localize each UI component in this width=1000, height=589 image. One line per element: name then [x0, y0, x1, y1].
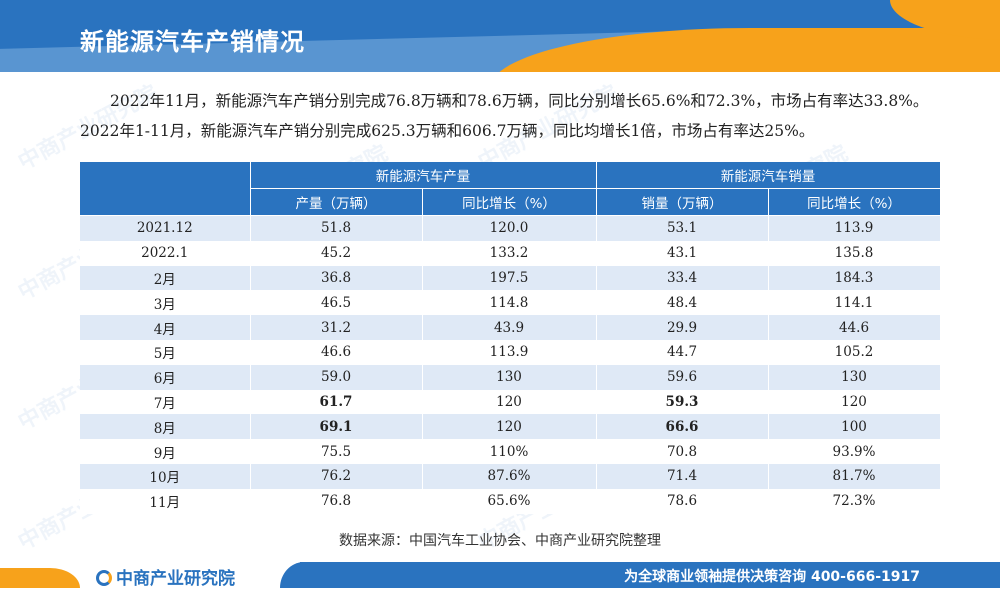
table-row: 8月 69.1 120 66.6 100: [80, 414, 941, 440]
table-header-blank: [80, 162, 251, 216]
cell-month: 10月: [80, 463, 251, 489]
production-sales-table: 新能源汽车产量 新能源汽车销量 产量（万辆） 同比增长（%） 销量（万辆） 同比…: [80, 162, 941, 514]
cell-sales: 53.1: [596, 215, 769, 241]
col-header-production-growth: 同比增长（%）: [422, 188, 597, 216]
cell-month: 2月: [80, 265, 251, 291]
footer-bar: 中商产业研究院 为全球商业领袖提供决策咨询 400-666-1917: [0, 562, 1000, 589]
cell-month: 9月: [80, 439, 251, 464]
cell-production-growth: 130: [422, 364, 597, 390]
cell-sales: 33.4: [596, 265, 769, 291]
cell-production-growth: 197.5: [422, 265, 597, 291]
cell-month: 5月: [80, 339, 251, 365]
page-title: 新能源汽车产销情况: [80, 28, 305, 56]
table-row: 2022.1 45.2 133.2 43.1 135.8: [80, 240, 941, 266]
cell-production: 69.1: [250, 414, 423, 440]
cell-sales: 48.4: [596, 290, 769, 316]
footer-logo-text: 中商产业研究院: [116, 569, 235, 589]
cell-production: 51.8: [250, 215, 423, 241]
cell-production: 46.6: [250, 339, 423, 365]
cell-sales: 71.4: [596, 463, 769, 489]
col-header-production: 产量（万辆）: [250, 188, 423, 216]
cell-month: 2021.12: [80, 215, 251, 241]
cell-sales: 44.7: [596, 339, 769, 365]
cell-sales-growth: 72.3%: [768, 488, 941, 514]
cell-production: 31.2: [250, 315, 423, 340]
cell-sales: 66.6: [596, 414, 769, 440]
table-row: 7月 61.7 120 59.3 120: [80, 389, 941, 415]
cell-sales: 43.1: [596, 240, 769, 266]
cell-production-growth: 114.8: [422, 290, 597, 316]
cell-production-growth: 120: [422, 414, 597, 440]
cell-sales: 78.6: [596, 488, 769, 514]
cell-production-growth: 110%: [422, 439, 597, 464]
cell-sales-growth: 130: [768, 364, 941, 390]
cell-sales-growth: 81.7%: [768, 463, 941, 489]
cell-production: 46.5: [250, 290, 423, 316]
header-banner: 新能源汽车产销情况: [0, 0, 1000, 72]
cell-production: 76.8: [250, 488, 423, 514]
table-group-header-row: 新能源汽车产量 新能源汽车销量: [80, 162, 941, 216]
cell-production: 75.5: [250, 439, 423, 464]
col-header-sales-growth: 同比增长（%）: [768, 188, 941, 216]
cell-production-growth: 65.6%: [422, 488, 597, 514]
table-row: 4月 31.2 43.9 29.9 44.6: [80, 315, 941, 340]
cell-production-growth: 43.9: [422, 315, 597, 340]
col-header-sales: 销量（万辆）: [596, 188, 769, 216]
group-header-production: 新能源汽车产量: [250, 162, 597, 189]
table-row: 2月 36.8 197.5 33.4 184.3: [80, 265, 941, 291]
cell-month: 4月: [80, 315, 251, 340]
cell-month: 8月: [80, 414, 251, 440]
cell-sales-growth: 93.9%: [768, 439, 941, 464]
table-row: 5月 46.6 113.9 44.7 105.2: [80, 339, 941, 365]
table-sub-header-row: 产量（万辆） 同比增长（%） 销量（万辆） 同比增长（%）: [80, 188, 941, 216]
cell-sales: 59.3: [596, 389, 769, 415]
cell-sales-growth: 105.2: [768, 339, 941, 365]
cell-month: 11月: [80, 488, 251, 514]
table-row: 2021.12 51.8 120.0 53.1 113.9: [80, 215, 941, 241]
footer-blue-band: [280, 562, 1000, 588]
table-row: 3月 46.5 114.8 48.4 114.1: [80, 290, 941, 316]
footer-logo: 中商产业研究院: [96, 564, 235, 589]
cell-production: 59.0: [250, 364, 423, 390]
cell-production-growth: 87.6%: [422, 463, 597, 489]
cell-sales-growth: 114.1: [768, 290, 941, 316]
cell-production: 76.2: [250, 463, 423, 489]
footer-slogan: 为全球商业领袖提供决策咨询 400-666-1917: [624, 569, 920, 585]
cell-production-growth: 113.9: [422, 339, 597, 365]
cell-production: 61.7: [250, 389, 423, 415]
cell-month: 7月: [80, 389, 251, 415]
cell-production: 36.8: [250, 265, 423, 291]
cell-sales-growth: 135.8: [768, 240, 941, 266]
cell-sales: 29.9: [596, 315, 769, 340]
table-row: 11月 76.8 65.6% 78.6 72.3%: [80, 488, 941, 514]
cell-sales: 59.6: [596, 364, 769, 390]
intro-paragraph: 2022年11月，新能源汽车产销分别完成76.8万辆和78.6万辆，同比分别增长…: [80, 92, 929, 140]
cell-sales-growth: 184.3: [768, 265, 941, 291]
data-source-note: 数据来源：中国汽车工业协会、中商产业研究院整理: [339, 533, 661, 549]
cell-month: 6月: [80, 364, 251, 390]
cell-sales-growth: 100: [768, 414, 941, 440]
cell-production-growth: 120: [422, 389, 597, 415]
table-row: 9月 75.5 110% 70.8 93.9%: [80, 439, 941, 464]
footer-orange-accent: [0, 568, 80, 588]
table-row: 10月 76.2 87.6% 71.4 81.7%: [80, 463, 941, 489]
group-header-sales: 新能源汽车销量: [596, 162, 941, 189]
cell-sales-growth: 120: [768, 389, 941, 415]
cell-month: 3月: [80, 290, 251, 316]
cell-month: 2022.1: [80, 240, 251, 266]
company-logo-icon: [96, 570, 112, 586]
table-row: 6月 59.0 130 59.6 130: [80, 364, 941, 390]
cell-production-growth: 120.0: [422, 215, 597, 241]
cell-sales-growth: 44.6: [768, 315, 941, 340]
cell-sales-growth: 113.9: [768, 215, 941, 241]
cell-production: 45.2: [250, 240, 423, 266]
cell-production-growth: 133.2: [422, 240, 597, 266]
cell-sales: 70.8: [596, 439, 769, 464]
